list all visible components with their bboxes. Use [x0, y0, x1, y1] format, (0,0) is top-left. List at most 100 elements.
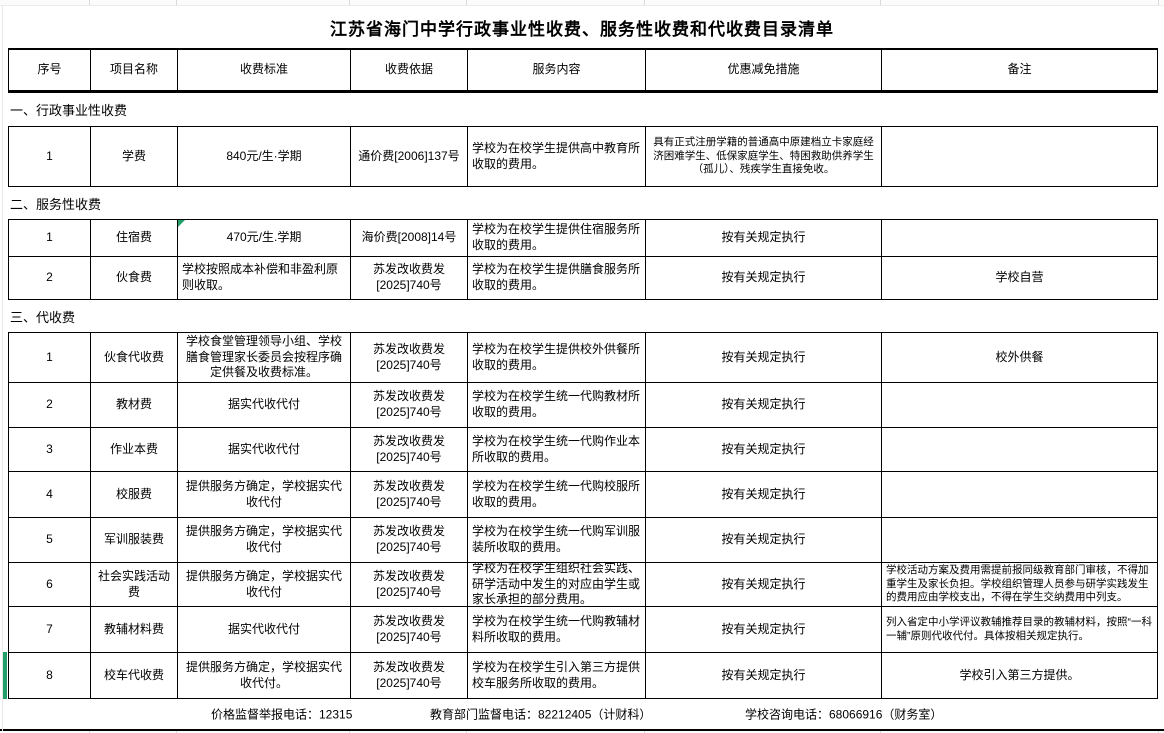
cell-note[interactable] [882, 127, 1157, 186]
school-consultation-hotline[interactable]: 学校咨询电话：68066916（财务室） [745, 707, 943, 722]
cell-discount[interactable]: 按有关规定执行 [646, 220, 882, 256]
cell-service[interactable]: 学校为在校学生统一代购教辅材料所收取的费用。 [468, 607, 646, 652]
cell-name[interactable]: 学费 [91, 127, 178, 186]
cell-standard[interactable]: 学校食堂管理领导小组、学校膳食管理家长委员会按程序确定供餐及收费标准。 [178, 333, 351, 382]
cell-standard[interactable]: 据实代收代付 [178, 428, 351, 471]
cell-name[interactable]: 社会实践活动费 [91, 563, 178, 606]
cell-service[interactable]: 学校为在校学生提供膳食服务所收取的费用。 [468, 257, 646, 299]
cell-basis[interactable]: 苏发改收费发[2025]740号 [351, 607, 468, 652]
cell-discount[interactable]: 具有正式注册学籍的普通高中原建档立卡家庭经济困难学生、低保家庭学生、特困救助供养… [646, 127, 882, 186]
section-label-administrative-fees[interactable]: 一、行政事业性收费 [8, 93, 1158, 126]
cell-no[interactable]: 4 [9, 472, 91, 517]
cell-standard[interactable]: 提供服务方确定，学校据实代收代付 [178, 472, 351, 517]
cell-service[interactable]: 学校为在校学生统一代购校服所收取的费用。 [468, 472, 646, 517]
cell-error-flag-icon [178, 220, 185, 227]
cell-standard[interactable]: 据实代收代付 [178, 607, 351, 652]
cell-service[interactable]: 学校为在校学生引入第三方提供校车服务所收取的费用。 [468, 653, 646, 698]
cell-basis[interactable]: 苏发改收费发[2025]740号 [351, 518, 468, 562]
cell-discount[interactable]: 按有关规定执行 [646, 518, 882, 562]
price-supervision-hotline[interactable]: 价格监督举报电话：12315 [211, 707, 353, 722]
cell-name[interactable]: 作业本费 [91, 428, 178, 471]
col-header-service[interactable]: 服务内容 [468, 50, 646, 90]
cell-no[interactable]: 6 [9, 563, 91, 606]
col-header-item[interactable]: 项目名称 [91, 50, 178, 90]
col-header-note[interactable]: 备注 [1007, 62, 1032, 77]
cell-note[interactable]: 学校自营 [995, 270, 1044, 285]
cell-standard[interactable]: 840元/生·学期 [178, 127, 351, 186]
cell-basis[interactable]: 苏发改收费发[2025]740号 [351, 653, 468, 698]
cell-discount[interactable]: 按有关规定执行 [646, 383, 882, 427]
cell-name[interactable]: 伙食代收费 [91, 333, 178, 382]
cell-note[interactable] [882, 472, 1157, 517]
cell-basis[interactable]: 苏发改收费发[2025]740号 [351, 428, 468, 471]
col-header-basis[interactable]: 收费依据 [351, 50, 468, 90]
cell-service[interactable]: 学校为在校学生统一代购教材所收取的费用。 [468, 383, 646, 427]
cell-name[interactable]: 校车代收费 [91, 653, 178, 698]
col-header-standard[interactable]: 收费标准 [178, 50, 351, 90]
cell-name[interactable]: 校服费 [91, 472, 178, 517]
cell-note[interactable]: 学校活动方案及费用需提前报同级教育部门审核，不得加重学生及家长负担。学校组织管理… [886, 564, 1149, 604]
cell-standard[interactable]: 据实代收代付 [178, 383, 351, 427]
cell-basis[interactable]: 苏发改收费发[2025]740号 [351, 383, 468, 427]
cell-note[interactable]: 校外供餐 [995, 349, 1044, 364]
table-row-uniforms: 4 校服费 提供服务方确定，学校据实代收代付 苏发改收费发[2025]740号 … [9, 472, 1157, 518]
cell-no[interactable]: 3 [9, 428, 91, 471]
cell-service[interactable]: 学校为在校学生统一代购作业本所收取的费用。 [468, 428, 646, 471]
cell-note[interactable]: 学校引入第三方提供。 [959, 667, 1080, 682]
cell-name[interactable]: 伙食费 [91, 257, 178, 299]
cell-note[interactable] [882, 518, 1157, 562]
col-header-seq[interactable]: 序号 [9, 50, 91, 90]
cell-discount[interactable]: 按有关规定执行 [646, 428, 882, 471]
cell-note[interactable] [882, 220, 1157, 256]
cell-standard[interactable]: 470元/生.学期 [178, 220, 351, 256]
cell-service[interactable]: 学校为在校学生提供住宿服务所收取的费用。 [468, 220, 646, 256]
cell-service[interactable]: 学校为在校学生统一代购军训服装所收取的费用。 [468, 518, 646, 562]
cell-name[interactable]: 军训服装费 [91, 518, 178, 562]
cell-service[interactable]: 学校为在校学生组织社会实践、研学活动中发生的对应由学生或家长承担的部分费用。 [468, 563, 646, 606]
cell-standard[interactable]: 提供服务方确定，学校据实代收代付。 [178, 653, 351, 698]
table-row-military-training-uniform: 5 军训服装费 提供服务方确定，学校据实代收代付 苏发改收费发[2025]740… [9, 518, 1157, 563]
cell-service[interactable]: 学校为在校学生提供校外供餐所收取的费用。 [468, 333, 646, 382]
cell-no[interactable]: 2 [9, 257, 91, 299]
cell-standard[interactable]: 提供服务方确定，学校据实代收代付 [178, 518, 351, 562]
cell-basis[interactable]: 苏发改收费发[2025]740号 [351, 333, 468, 382]
cell-discount[interactable]: 按有关规定执行 [646, 472, 882, 517]
section-2-table: 1 住宿费 470元/生.学期 海价费[2008]14号 学校为在校学生提供住宿… [8, 219, 1158, 300]
section-3-table: 1 伙食代收费 学校食堂管理领导小组、学校膳食管理家长委员会按程序确定供餐及收费… [3, 332, 1158, 699]
cell-no[interactable]: 1 [9, 220, 91, 256]
cell-basis[interactable]: 通价费[2006]137号 [351, 127, 468, 186]
cell-discount[interactable]: 按有关规定执行 [646, 333, 882, 382]
cell-service[interactable]: 学校为在校学生提供高中教育所收取的费用。 [468, 127, 646, 186]
education-supervision-hotline[interactable]: 教育部门监督电话：82212405（计财科） [430, 707, 652, 722]
table-row-accommodation: 1 住宿费 470元/生.学期 海价费[2008]14号 学校为在校学生提供住宿… [9, 220, 1157, 257]
cell-no[interactable]: 5 [9, 518, 91, 562]
cell-standard[interactable]: 学校按照成本补偿和非盈利原则收取。 [178, 257, 351, 299]
cell-no[interactable]: 1 [9, 333, 91, 382]
cell-basis[interactable]: 苏发改收费发[2025]740号 [351, 563, 468, 606]
cell-note[interactable] [882, 428, 1157, 471]
gridline-strip-bottom [0, 731, 1164, 733]
cell-basis[interactable]: 苏发改收费发[2025]740号 [351, 472, 468, 517]
cell-name[interactable]: 教辅材料费 [91, 607, 178, 652]
cell-no[interactable]: 8 [9, 653, 91, 698]
cell-name[interactable]: 住宿费 [91, 220, 178, 256]
page-title[interactable]: 江苏省海门中学行政事业性收费、服务性收费和代收费目录清单 [330, 19, 834, 39]
cell-no[interactable]: 1 [9, 127, 91, 186]
cell-basis[interactable]: 海价费[2008]14号 [351, 220, 468, 256]
cell-discount[interactable]: 按有关规定执行 [646, 653, 882, 698]
cell-discount[interactable]: 按有关规定执行 [646, 563, 882, 606]
col-header-discount[interactable]: 优惠减免措施 [646, 50, 882, 90]
cell-no[interactable]: 7 [9, 607, 91, 652]
cell-discount[interactable]: 按有关规定执行 [646, 257, 882, 299]
section-label-service-fees[interactable]: 二、服务性收费 [8, 187, 1158, 219]
cell-discount[interactable]: 按有关规定执行 [646, 607, 882, 652]
table-row-meal-collection: 1 伙食代收费 学校食堂管理领导小组、学校膳食管理家长委员会按程序确定供餐及收费… [9, 333, 1157, 383]
cell-basis[interactable]: 苏发改收费发[2025]740号 [351, 257, 468, 299]
cell-note[interactable] [882, 383, 1157, 427]
table-header-row: 序号 项目名称 收费标准 收费依据 服务内容 优惠减免措施 备注 [8, 48, 1158, 93]
cell-name[interactable]: 教材费 [91, 383, 178, 427]
cell-note[interactable]: 列入省定中小学评议教辅推荐目录的教辅材料，按照“一科一辅”原则代收代付。具体按相… [886, 615, 1152, 642]
cell-standard[interactable]: 提供服务方确定，学校据实代收代付 [178, 563, 351, 606]
cell-no[interactable]: 2 [9, 383, 91, 427]
section-label-collected-fees[interactable]: 三、代收费 [8, 300, 1158, 332]
